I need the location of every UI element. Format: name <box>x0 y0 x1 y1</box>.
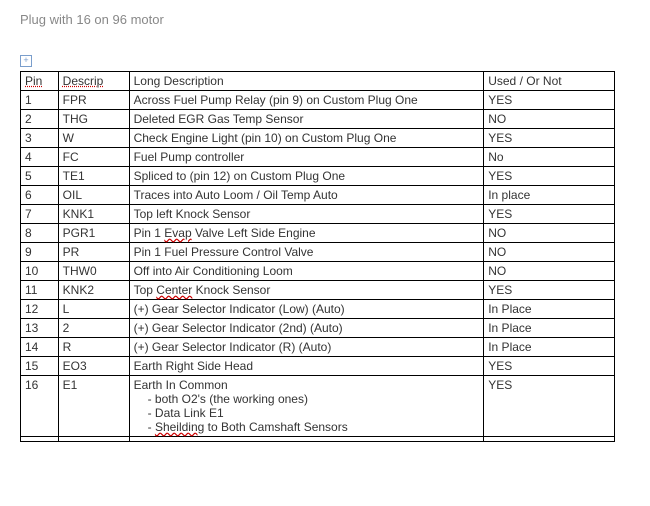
cell-descrip: PGR1 <box>58 224 129 243</box>
cell-long: Earth Right Side Head <box>129 357 484 376</box>
cell-long: Pin 1 Fuel Pressure Control Valve <box>129 243 484 262</box>
table-row: 14R(+) Gear Selector Indicator (R) (Auto… <box>21 338 615 357</box>
cell-descrip: TE1 <box>58 167 129 186</box>
cell-descrip: EO3 <box>58 357 129 376</box>
table-row: 1FPRAcross Fuel Pump Relay (pin 9) on Cu… <box>21 91 615 110</box>
table-move-handle[interactable]: + <box>20 55 32 67</box>
table-row: 2THGDeleted EGR Gas Temp SensorNO <box>21 110 615 129</box>
cell-pin: 4 <box>21 148 59 167</box>
cell-used: YES <box>484 91 615 110</box>
cell-pin: 12 <box>21 300 59 319</box>
cell-descrip: KNK1 <box>58 205 129 224</box>
cell-pin: 5 <box>21 167 59 186</box>
cell-pin: 13 <box>21 319 59 338</box>
cell-long: Across Fuel Pump Relay (pin 9) on Custom… <box>129 91 484 110</box>
cell-descrip: PR <box>58 243 129 262</box>
cell-long: Deleted EGR Gas Temp Sensor <box>129 110 484 129</box>
table-row: 7KNK1Top left Knock SensorYES <box>21 205 615 224</box>
cell-pin: 6 <box>21 186 59 205</box>
table-row: 3WCheck Engine Light (pin 10) on Custom … <box>21 129 615 148</box>
cell-used: NO <box>484 224 615 243</box>
cell-descrip: THW0 <box>58 262 129 281</box>
table-row: 11KNK2Top Center Knock SensorYES <box>21 281 615 300</box>
cell-pin: 9 <box>21 243 59 262</box>
col-pin: Pin <box>21 72 59 91</box>
cell-used: No <box>484 148 615 167</box>
cell-used: In place <box>484 186 615 205</box>
cell-long: Off into Air Conditioning Loom <box>129 262 484 281</box>
table-row: 16E1Earth In Common- both O2's (the work… <box>21 376 615 437</box>
cell-used: In Place <box>484 300 615 319</box>
cell-used: In Place <box>484 338 615 357</box>
cell-used: YES <box>484 357 615 376</box>
cell-long: (+) Gear Selector Indicator (R) (Auto) <box>129 338 484 357</box>
cell-pin: 7 <box>21 205 59 224</box>
cell-long: Check Engine Light (pin 10) on Custom Pl… <box>129 129 484 148</box>
table-row: 4FCFuel Pump controllerNo <box>21 148 615 167</box>
page-title: Plug with 16 on 96 motor <box>20 12 630 27</box>
cell-pin: 8 <box>21 224 59 243</box>
cell-pin: 11 <box>21 281 59 300</box>
cell-descrip: FPR <box>58 91 129 110</box>
cell-long-sub: - Sheilding to Both Camshaft Sensors <box>134 420 480 434</box>
col-descrip: Descrip <box>58 72 129 91</box>
cell-descrip: THG <box>58 110 129 129</box>
cell-pin: 3 <box>21 129 59 148</box>
cell-long-sub: - both O2's (the working ones) <box>134 392 480 406</box>
cell-used: YES <box>484 205 615 224</box>
cell-used: YES <box>484 281 615 300</box>
cell-descrip: L <box>58 300 129 319</box>
cell-long: Pin 1 Evap Valve Left Side Engine <box>129 224 484 243</box>
cell-long-sub: - Data Link E1 <box>134 406 480 420</box>
table-row: 132(+) Gear Selector Indicator (2nd) (Au… <box>21 319 615 338</box>
table-row: 8PGR1Pin 1 Evap Valve Left Side EngineNO <box>21 224 615 243</box>
cell-descrip: KNK2 <box>58 281 129 300</box>
table-row: 5TE1Spliced to (pin 12) on Custom Plug O… <box>21 167 615 186</box>
cell-long: Spliced to (pin 12) on Custom Plug One <box>129 167 484 186</box>
cell-descrip: R <box>58 338 129 357</box>
cell-pin: 10 <box>21 262 59 281</box>
cell-pin: 1 <box>21 91 59 110</box>
cell-pin <box>21 437 59 442</box>
col-used: Used / Or Not <box>484 72 615 91</box>
pin-table: Pin Descrip Long Description Used / Or N… <box>20 71 615 442</box>
cell-used: YES <box>484 376 615 437</box>
cell-long: (+) Gear Selector Indicator (2nd) (Auto) <box>129 319 484 338</box>
cell-used: NO <box>484 110 615 129</box>
cell-long: Traces into Auto Loom / Oil Temp Auto <box>129 186 484 205</box>
cell-long: Earth In Common- both O2's (the working … <box>129 376 484 437</box>
col-long: Long Description <box>129 72 484 91</box>
table-row: 6OILTraces into Auto Loom / Oil Temp Aut… <box>21 186 615 205</box>
cell-descrip: OIL <box>58 186 129 205</box>
cell-pin: 15 <box>21 357 59 376</box>
cell-used: NO <box>484 243 615 262</box>
cell-descrip: E1 <box>58 376 129 437</box>
cell-long: Top Center Knock Sensor <box>129 281 484 300</box>
table-row: 9PRPin 1 Fuel Pressure Control ValveNO <box>21 243 615 262</box>
cell-pin: 16 <box>21 376 59 437</box>
cell-descrip: FC <box>58 148 129 167</box>
cell-pin: 2 <box>21 110 59 129</box>
cell-used: YES <box>484 167 615 186</box>
cell-long: Fuel Pump controller <box>129 148 484 167</box>
cell-pin: 14 <box>21 338 59 357</box>
cell-used: YES <box>484 129 615 148</box>
cell-used <box>484 437 615 442</box>
cell-descrip: 2 <box>58 319 129 338</box>
table-row: 10THW0Off into Air Conditioning LoomNO <box>21 262 615 281</box>
table-row: 15EO3Earth Right Side HeadYES <box>21 357 615 376</box>
table-header-row: Pin Descrip Long Description Used / Or N… <box>21 72 615 91</box>
cell-descrip: W <box>58 129 129 148</box>
cell-long: Top left Knock Sensor <box>129 205 484 224</box>
cell-used: NO <box>484 262 615 281</box>
cell-long <box>129 437 484 442</box>
cell-used: In Place <box>484 319 615 338</box>
table-row: 12L(+) Gear Selector Indicator (Low) (Au… <box>21 300 615 319</box>
table-row <box>21 437 615 442</box>
cell-descrip <box>58 437 129 442</box>
cell-long: (+) Gear Selector Indicator (Low) (Auto) <box>129 300 484 319</box>
